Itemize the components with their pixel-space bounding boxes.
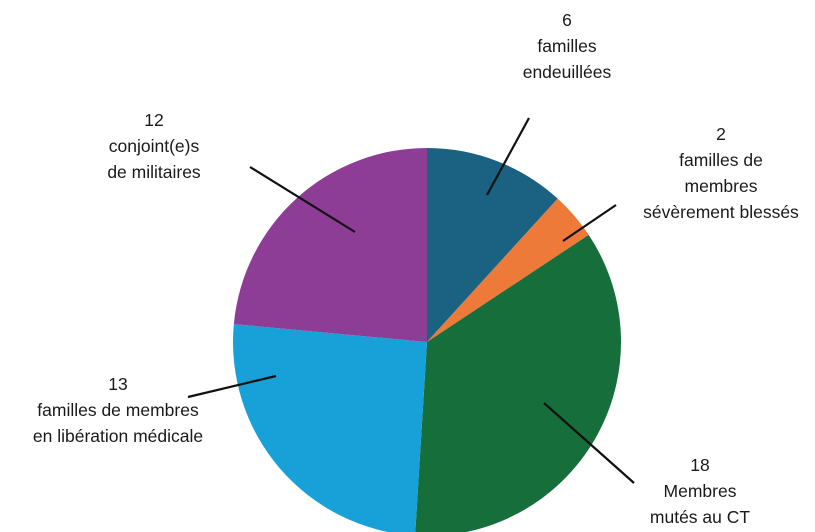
slice-label-2-line-2: mutés au CT [650,507,750,527]
slice-label-3: 13 familles de membres en libération médic… [33,374,203,446]
slice-label-3-line-0: 13 [108,374,127,394]
pie-slice-2 [415,234,622,532]
slice-label-1-line-0: 2 [716,124,726,144]
slice-label-2-line-0: 18 [690,455,709,475]
slice-label-1-line-3: sévèrement blessés [643,202,799,222]
leader-line-4 [249,166,356,233]
leader-line-3 [187,374,277,399]
slice-label-2: 18 Membres mutés au CT [650,455,750,527]
pie-slice-0 [427,147,558,342]
leader-line-0 [486,117,530,196]
slice-label-0-line-0: 6 [562,10,572,30]
leader-line-1 [562,204,617,242]
pie-slice-3 [233,324,427,532]
slice-label-0: 6 familles endeuillées [523,10,612,82]
pie-slice-4 [233,148,427,342]
pie-slice-1 [427,198,589,342]
slice-label-1: 2 familles de membres sévèrement blessés [643,124,799,222]
slice-label-4-line-2: de militaires [107,162,201,182]
slice-label-2-line-1: Membres [664,481,737,501]
slice-label-3-line-2: en libération médicale [33,426,203,446]
slice-label-0-line-1: familles [537,36,597,56]
slice-label-0-line-2: endeuillées [523,62,612,82]
slice-label-4-line-1: conjoint(e)s [109,136,200,156]
slice-label-1-line-1: familles de [679,150,763,170]
slice-label-4: 12 conjoint(e)s de militaires [107,110,201,182]
leader-line-2 [543,402,635,484]
slice-label-3-line-1: familles de membres [37,400,199,420]
slice-label-1-line-2: membres [685,176,758,196]
slice-label-4-line-0: 12 [144,110,163,130]
